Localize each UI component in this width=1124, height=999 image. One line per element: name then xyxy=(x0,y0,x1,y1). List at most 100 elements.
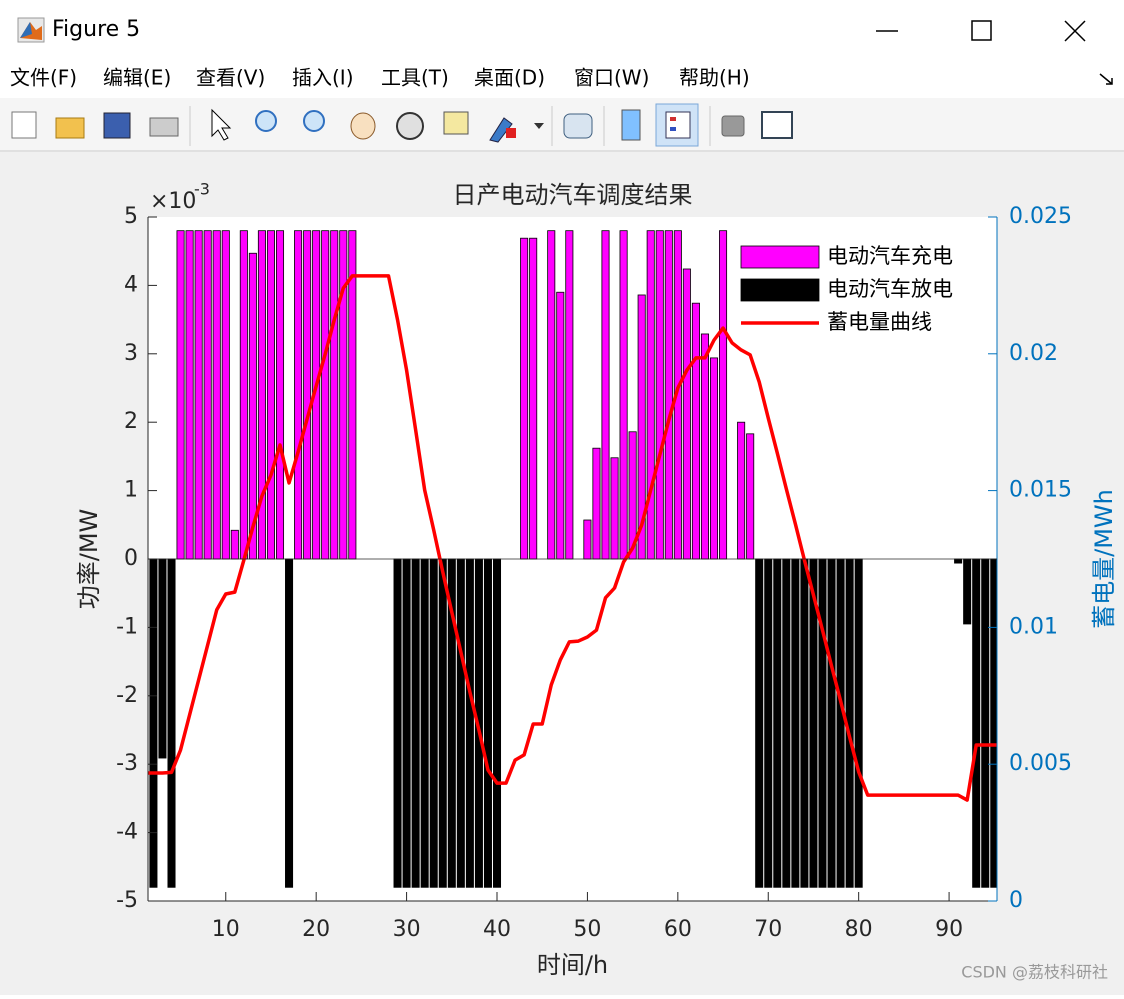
menu-bar xyxy=(0,58,1124,98)
bar xyxy=(438,558,447,888)
bar xyxy=(230,529,239,560)
bar xyxy=(963,558,972,625)
menu-item[interactable]: 编辑(E) xyxy=(103,66,171,90)
exponent-base: ×10 xyxy=(150,189,196,214)
x-tick-label: 50 xyxy=(573,917,601,942)
bar xyxy=(773,558,782,888)
link-icon[interactable] xyxy=(563,113,593,139)
menu-overflow[interactable] xyxy=(1099,73,1113,85)
y-tick-label: -3 xyxy=(116,751,138,776)
hide-tools-icon[interactable] xyxy=(721,115,745,137)
bar xyxy=(393,558,402,888)
menu-item[interactable]: 插入(I) xyxy=(292,66,354,90)
y2-tick-label: 0.02 xyxy=(1009,341,1058,366)
zoom-in-icon[interactable] xyxy=(255,110,277,132)
legend-label: 电动汽车放电 xyxy=(827,277,953,301)
menu-item[interactable]: 帮助(H) xyxy=(679,66,750,90)
chart-title: 日产电动汽车调度结果 xyxy=(453,181,693,209)
bar xyxy=(755,558,764,888)
colorbar-icon[interactable] xyxy=(621,109,641,141)
plot-content xyxy=(148,230,997,888)
y-tick-label: -5 xyxy=(116,888,138,913)
bar xyxy=(583,519,592,560)
menu-item[interactable]: 窗口(W) xyxy=(574,66,649,90)
bar xyxy=(547,230,556,560)
menu-item[interactable]: 桌面(D) xyxy=(474,66,545,90)
storage-line xyxy=(148,274,997,802)
bar xyxy=(420,558,429,888)
bar xyxy=(682,268,691,560)
datatip-icon[interactable] xyxy=(443,111,469,135)
bar xyxy=(529,237,538,560)
watermark: CSDN @荔枝科研社 xyxy=(961,963,1108,982)
close-button[interactable] xyxy=(1064,20,1086,42)
open-icon[interactable] xyxy=(55,117,85,139)
y-tick-label: -1 xyxy=(116,614,138,639)
menu-item[interactable]: 查看(V) xyxy=(196,66,265,90)
bar xyxy=(275,230,285,560)
y-tick-label: 3 xyxy=(124,341,138,366)
y2-tick-label: 0 xyxy=(1009,888,1023,913)
x-axis-label: 时间/h xyxy=(537,951,608,979)
bar xyxy=(619,230,628,560)
x-tick-label: 20 xyxy=(302,917,330,942)
bar xyxy=(239,230,248,560)
bar xyxy=(782,558,791,888)
bar xyxy=(818,558,827,888)
bar xyxy=(854,558,863,888)
bar xyxy=(402,558,411,888)
y-axis-label: 功率/MW xyxy=(75,509,103,610)
bar xyxy=(339,230,348,560)
bar xyxy=(664,230,673,560)
chart: 10 20 30 40 50 60 70 80 90-5-4-3-2-101234500.005… xyxy=(75,180,1118,980)
toolbar xyxy=(0,98,1124,150)
bar xyxy=(212,230,221,560)
zoom-out-icon[interactable] xyxy=(303,110,325,132)
x-tick-label: 40 xyxy=(483,917,511,942)
bar xyxy=(158,558,167,759)
save-icon[interactable] xyxy=(103,112,131,139)
bar xyxy=(764,558,773,888)
app-icon xyxy=(17,17,45,43)
bar xyxy=(610,457,619,560)
bar xyxy=(601,230,610,560)
pan-icon[interactable] xyxy=(350,112,376,140)
brush-icon[interactable] xyxy=(489,117,513,143)
bar xyxy=(429,558,438,888)
legend-label: 电动汽车充电 xyxy=(827,244,953,268)
bar xyxy=(266,230,275,560)
bar xyxy=(303,230,312,560)
menu: 文件(F) 编辑(E) 查看(V) 插入(I) 工具(T) 桌面(D) 窗口(W) 帮助(H) xyxy=(10,66,750,90)
new-icon[interactable] xyxy=(11,111,37,139)
print-icon[interactable] xyxy=(149,117,179,137)
menu-item[interactable]: 工具(T) xyxy=(381,66,449,90)
bar xyxy=(827,558,836,888)
menu-item[interactable]: 文件(F) xyxy=(10,66,77,90)
bar xyxy=(221,230,230,560)
x-tick-label: 60 xyxy=(664,917,692,942)
x-tick-label: 90 xyxy=(935,917,963,942)
x-tick-label: 30 xyxy=(393,917,421,942)
y-tick-label: -4 xyxy=(116,820,138,845)
y-tick-label: 1 xyxy=(124,478,138,503)
bar xyxy=(185,230,194,560)
bar xyxy=(954,558,963,564)
y2-tick-label: 0.015 xyxy=(1009,478,1072,503)
bar xyxy=(691,302,700,560)
bar xyxy=(176,230,185,560)
y2-tick-label: 0.025 xyxy=(1009,204,1072,229)
exponent-power: -3 xyxy=(194,180,210,199)
rotate-icon[interactable] xyxy=(396,112,424,140)
bar xyxy=(167,558,176,888)
window-title: Figure 5 xyxy=(52,17,140,42)
bar xyxy=(709,357,719,560)
y2-tick-label: 0.005 xyxy=(1009,751,1072,776)
x-tick-label: 80 xyxy=(845,917,873,942)
legend-swatch xyxy=(740,245,820,269)
maximize-button[interactable] xyxy=(971,20,992,41)
dock-icon[interactable] xyxy=(761,111,793,139)
select-icon[interactable] xyxy=(211,108,232,141)
bar xyxy=(565,230,574,560)
